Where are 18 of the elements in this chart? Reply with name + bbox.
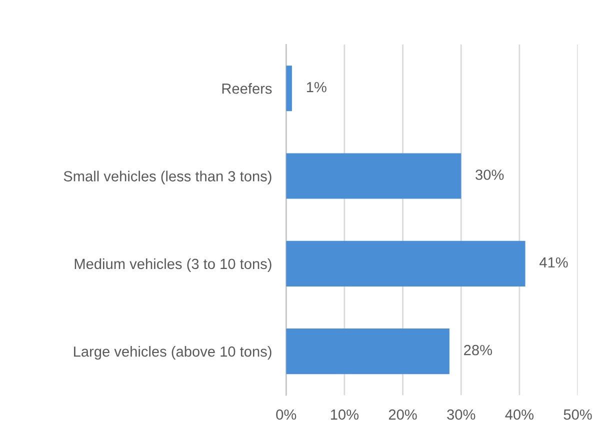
- y-tick-label: Medium vehicles (3 to 10 tons): [74, 258, 272, 272]
- x-tick-label: 10%: [330, 409, 359, 420]
- bar: [286, 66, 292, 112]
- bar: [286, 328, 450, 374]
- x-tick-label: 20%: [388, 409, 417, 420]
- x-tick-label: 0%: [276, 409, 296, 420]
- y-tick-label: Large vehicles (above 10 tons): [74, 346, 272, 360]
- y-tick-label: Small vehicles (less than 3 tons): [64, 170, 272, 184]
- data-label: 30%: [476, 170, 504, 180]
- y-tick-label: Reefers: [222, 83, 272, 94]
- data-label: 41%: [540, 257, 568, 268]
- bar: [286, 240, 526, 286]
- x-tick-label: 30%: [447, 409, 476, 420]
- x-tick-label: 50%: [564, 409, 592, 420]
- x-tick-label: 40%: [505, 409, 534, 420]
- bar: [286, 153, 462, 199]
- data-label: 1%: [306, 82, 326, 92]
- data-label: 28%: [464, 344, 492, 356]
